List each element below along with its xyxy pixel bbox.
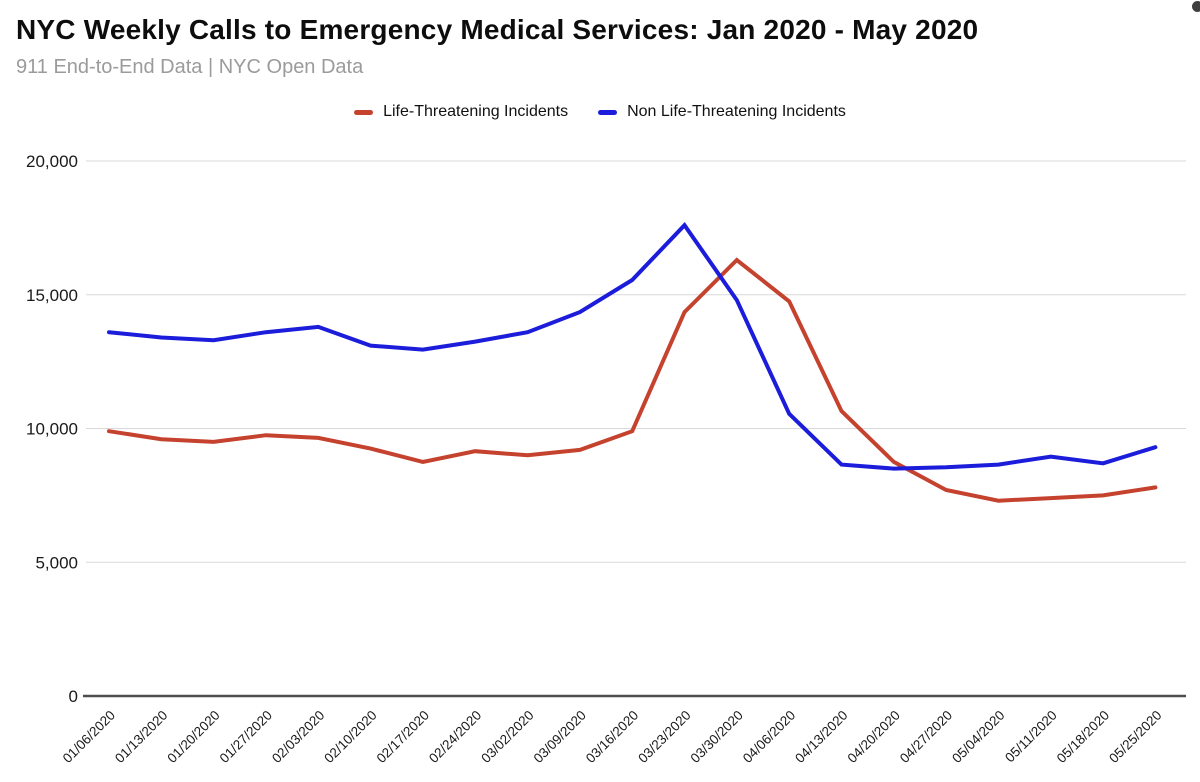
x-axis-tick-label: 02/03/2020 <box>269 708 327 766</box>
legend-label: Life-Threatening Incidents <box>383 103 569 120</box>
x-axis-tick-label: 05/18/2020 <box>1054 708 1112 766</box>
x-axis-tick-label: 02/10/2020 <box>321 708 379 766</box>
page-subtitle: 911 End-to-End Data | NYC Open Data <box>16 56 364 78</box>
x-axis-tick-label: 01/20/2020 <box>164 708 222 766</box>
x-axis-tick-label: 04/20/2020 <box>845 708 903 766</box>
x-axis-tick-label: 02/17/2020 <box>374 708 432 766</box>
legend-swatch-icon <box>354 109 374 115</box>
y-axis-tick-label: 10,000 <box>26 420 78 439</box>
legend-item-non-life-threatening-incidents: Non Life-Threatening Incidents <box>598 103 846 121</box>
x-axis-tick-label: 03/09/2020 <box>531 708 589 766</box>
legend-swatch-icon <box>598 109 618 115</box>
x-axis-tick-label: 05/04/2020 <box>949 708 1007 766</box>
x-axis-tick-label: 05/25/2020 <box>1106 708 1164 766</box>
x-axis-tick-label: 03/16/2020 <box>583 708 641 766</box>
x-axis-tick-label: 04/13/2020 <box>792 708 850 766</box>
series-line-life-threatening-incidents <box>107 257 1158 503</box>
y-axis-tick-label: 20,000 <box>26 152 78 171</box>
y-axis-tick-label: 5,000 <box>35 553 78 572</box>
x-axis-tick-label: 04/27/2020 <box>897 708 955 766</box>
y-axis-tick-label: 0 <box>69 687 78 706</box>
page-title: NYC Weekly Calls to Emergency Medical Se… <box>16 14 979 45</box>
x-axis-tick-label: 03/23/2020 <box>635 708 693 766</box>
x-axis-tick-label: 01/27/2020 <box>217 708 275 766</box>
legend-item-life-threatening-incidents: Life-Threatening Incidents <box>354 103 568 121</box>
x-axis-tick-label: 03/30/2020 <box>688 708 746 766</box>
chart-legend: Life-Threatening Incidents Non Life-Threa… <box>0 103 1200 121</box>
x-axis-tick-label: 03/02/2020 <box>478 708 536 766</box>
x-axis-tick-label: 01/06/2020 <box>60 708 118 766</box>
corner-dot-icon <box>1192 1 1200 12</box>
x-axis-tick-label: 04/06/2020 <box>740 708 798 766</box>
x-axis-tick-label: 05/11/2020 <box>1002 708 1060 766</box>
series-line-non-life-threatening-incidents <box>107 222 1158 471</box>
x-axis-tick-label: 02/24/2020 <box>426 708 484 766</box>
legend-label: Non Life-Threatening Incidents <box>627 103 846 120</box>
y-axis-tick-label: 15,000 <box>26 286 78 305</box>
x-axis-tick-label: 01/13/2020 <box>112 708 170 766</box>
